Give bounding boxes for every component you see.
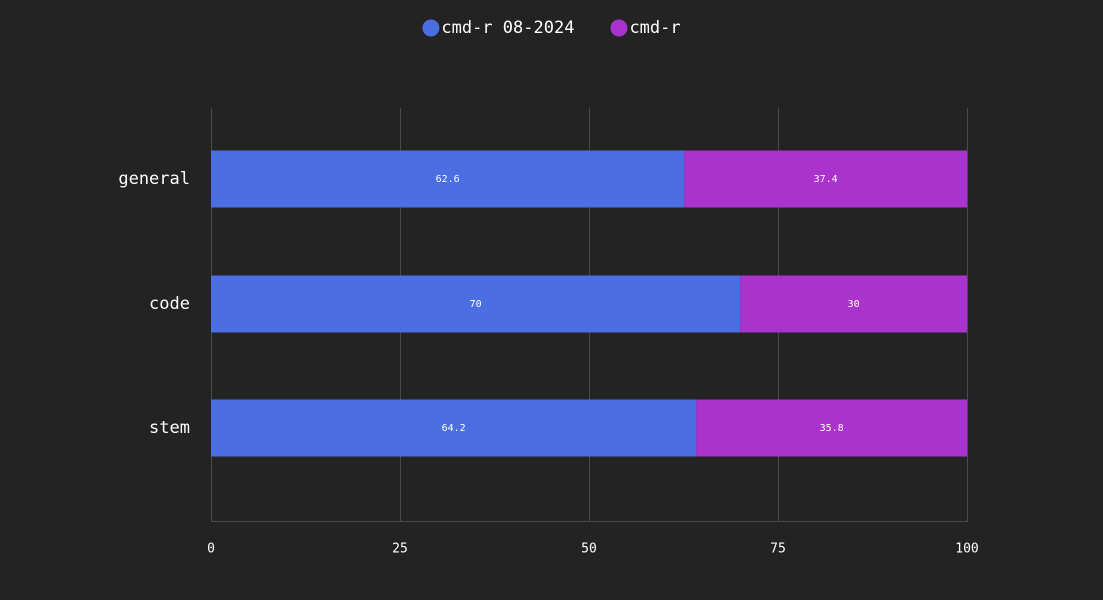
x-tick-label: 0 [207, 542, 215, 557]
x-tick-label: 25 [392, 542, 408, 557]
legend-label: cmd-r [629, 18, 680, 38]
category-label-stem: stem [149, 418, 190, 438]
legend-swatch [422, 19, 440, 37]
bar-stem-series-1 [696, 399, 967, 457]
bar-code-series-1 [740, 275, 967, 333]
legend-swatch [610, 19, 628, 37]
bar-general-series-0 [211, 150, 685, 208]
x-tick-label: 50 [581, 542, 597, 557]
data-label: 35.8 [820, 423, 844, 434]
category-label-general: general [118, 169, 190, 189]
x-axis-tick-labels: 0 25 50 75 100 [207, 542, 979, 557]
x-tick-label: 75 [770, 542, 786, 557]
legend: cmd-r 08-2024 cmd-r [422, 18, 681, 38]
bars: 62.6 37.4 70 30 64.2 35.8 [211, 150, 967, 457]
bar-stem-series-0 [211, 399, 697, 457]
bar-general-series-1 [684, 150, 967, 208]
bar-code-series-0 [211, 275, 741, 333]
data-label: 64.2 [442, 423, 466, 434]
legend-item-0: cmd-r 08-2024 [422, 18, 574, 38]
category-labels: general code stem [118, 169, 190, 438]
category-label-code: code [149, 294, 190, 314]
data-label: 62.6 [436, 174, 460, 185]
data-label: 37.4 [814, 174, 838, 185]
legend-label: cmd-r 08-2024 [441, 18, 574, 38]
data-label: 30 [848, 299, 860, 310]
x-tick-label: 100 [955, 542, 978, 557]
data-label: 70 [470, 299, 482, 310]
legend-item-1: cmd-r [610, 18, 681, 38]
